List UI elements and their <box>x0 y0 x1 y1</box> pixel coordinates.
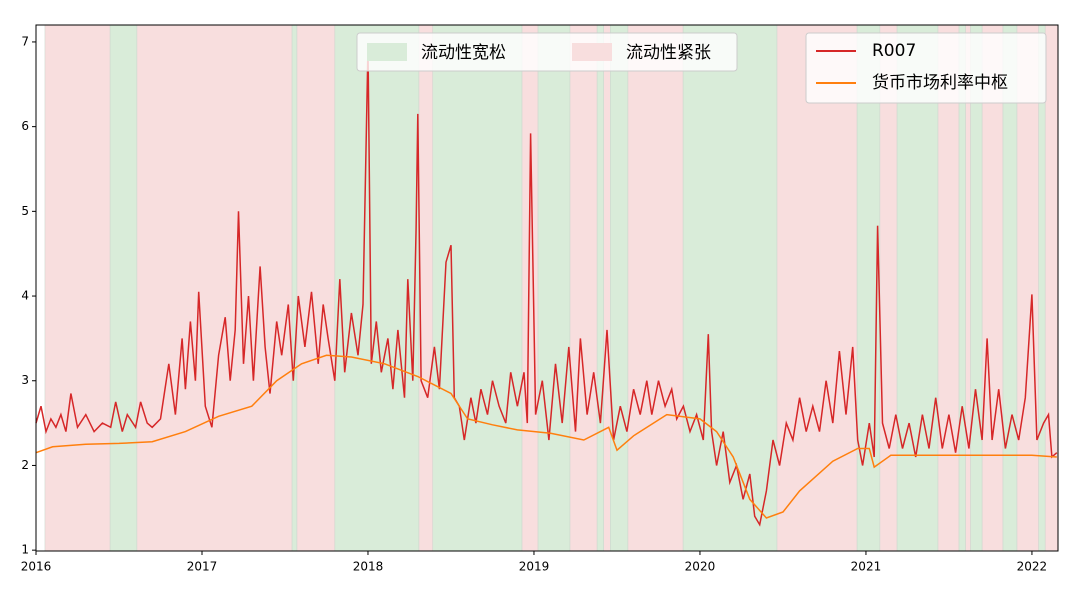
x-tick-label: 2021 <box>851 560 882 574</box>
shaded-region <box>970 24 983 552</box>
shaded-region <box>682 24 778 552</box>
legend-label: R007 <box>872 41 916 61</box>
y-tick-label: 7 <box>21 34 29 48</box>
shaded-region <box>109 24 138 552</box>
shaded-region <box>879 24 898 552</box>
line-series <box>35 46 1058 527</box>
shaded-region <box>596 24 604 552</box>
x-tick-label: 2018 <box>353 560 384 574</box>
shaded-region <box>937 24 960 552</box>
shaded-region <box>296 24 336 552</box>
shaded-region <box>896 24 939 552</box>
y-tick-label: 5 <box>21 204 29 218</box>
shaded-region <box>44 24 111 552</box>
shaded-region <box>627 24 684 552</box>
shaded-region <box>610 24 629 552</box>
y-tick-label: 6 <box>21 119 29 133</box>
legend-label: 流动性宽松 <box>421 43 506 63</box>
x-tick-label: 2017 <box>187 560 218 574</box>
shaded-region <box>521 24 539 552</box>
legend-box <box>356 32 738 72</box>
y-tick-label: 2 <box>21 458 29 472</box>
shaded-region <box>1002 24 1018 552</box>
y-tick-label: 3 <box>21 373 29 387</box>
x-tick-label: 2019 <box>519 560 550 574</box>
shaded-region <box>776 24 858 552</box>
shaded-region <box>1016 24 1039 552</box>
x-tick-label: 2016 <box>21 560 52 574</box>
shaded-region <box>569 24 598 552</box>
shaded-region <box>1044 24 1059 552</box>
shaded-region <box>603 24 611 552</box>
legend-label: 流动性紧张 <box>626 43 711 63</box>
shaded-region <box>1038 24 1046 552</box>
shaded-region <box>136 24 293 552</box>
shaded-region <box>981 24 1004 552</box>
shaded-region <box>291 24 298 552</box>
shaded-region <box>432 24 523 552</box>
y-tick-label: 4 <box>21 289 29 303</box>
shaded-region <box>418 24 434 552</box>
y-tick-label: 1 <box>21 543 29 557</box>
line-series <box>35 354 1057 519</box>
shaded-region <box>537 24 571 552</box>
shaded-region <box>958 24 966 552</box>
legend-swatch <box>572 43 612 61</box>
legend-label: 货币市场利率中枢 <box>872 73 1008 93</box>
legend-box <box>805 32 1047 104</box>
x-tick-label: 2020 <box>685 560 716 574</box>
legend-swatch <box>367 43 407 61</box>
plot-frame <box>35 24 1059 552</box>
shaded-region <box>334 24 420 552</box>
shaded-region <box>965 24 971 552</box>
x-tick-label: 2022 <box>1017 560 1048 574</box>
